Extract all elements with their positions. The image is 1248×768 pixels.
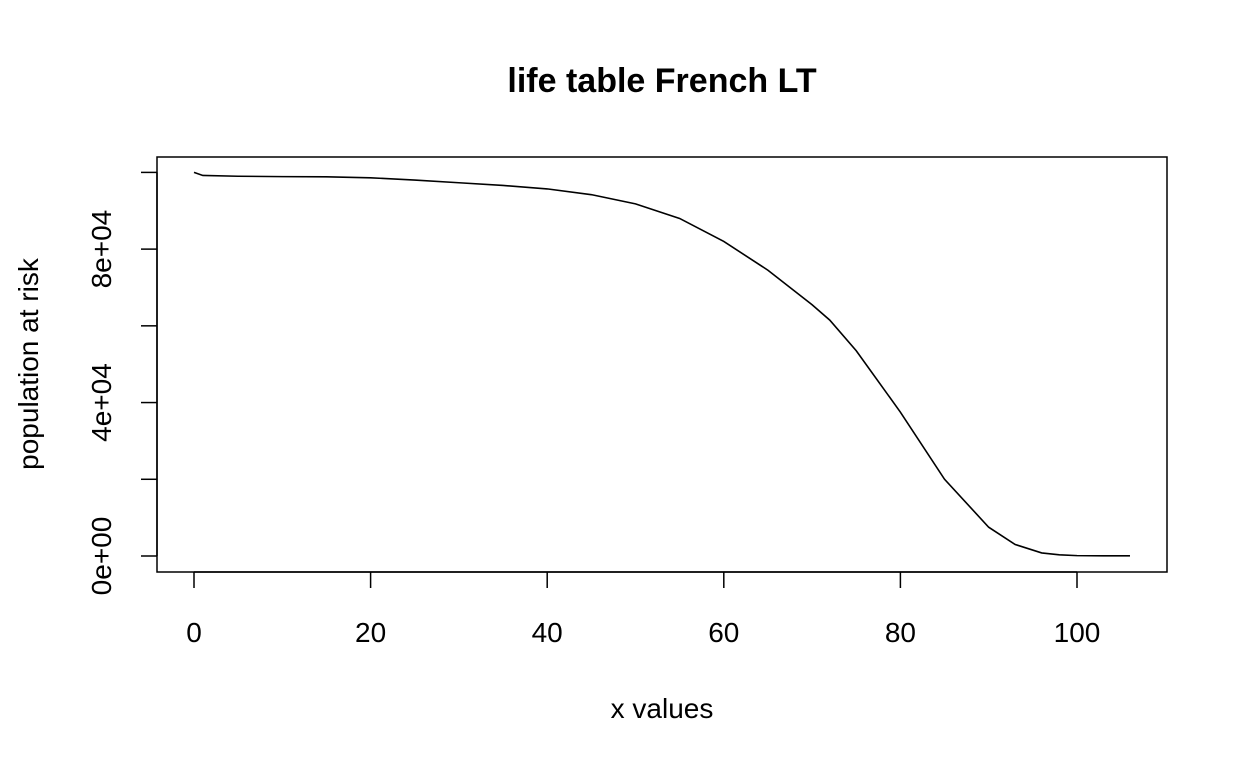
x-tick-label: 40 [532, 617, 563, 648]
x-tick-label: 20 [355, 617, 386, 648]
x-axis-label: x values [611, 693, 714, 724]
chart-title: life table French LT [507, 62, 816, 100]
y-tick-label: 4e+04 [86, 363, 117, 442]
x-tick-label: 80 [885, 617, 916, 648]
y-axis: 0e+00 4e+04 8e+04 [86, 171, 158, 596]
x-tick-label: 60 [708, 617, 739, 648]
x-tick-label: 0 [186, 617, 202, 648]
x-tick-label: 100 [1054, 617, 1101, 648]
y-tick-label: 8e+04 [86, 210, 117, 289]
x-axis: 0 20 40 60 80 100 [186, 571, 1101, 648]
plot-frame [156, 156, 1168, 573]
series-line-population-at-risk [193, 171, 1130, 557]
y-axis-label: population at risk [13, 257, 44, 470]
y-tick-label: 0e+00 [86, 517, 117, 596]
